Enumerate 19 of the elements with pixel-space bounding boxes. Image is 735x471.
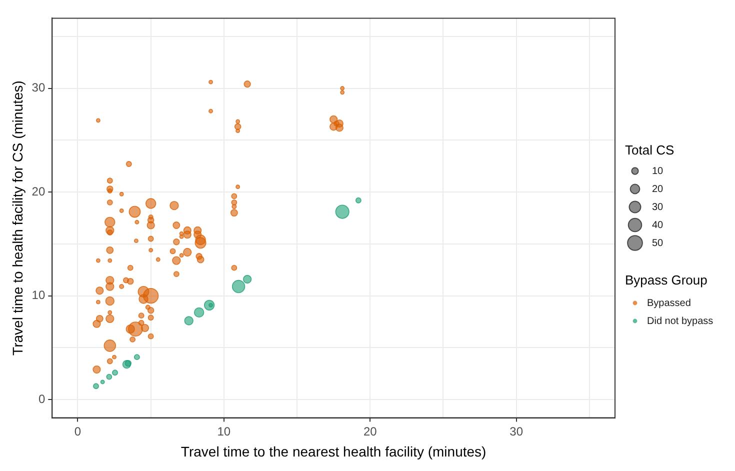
y-tick-label: 0 [38,392,46,406]
y-axis-title: Travel time to health facility for CS (minutes) [9,80,26,356]
x-tick-label: 0 [74,424,82,438]
x-axis-title: Travel time to the nearest health facility (minutes) [180,443,486,460]
legend-label: 50 [652,238,664,249]
legend-label: Bypassed [647,298,691,309]
x-tick-label: 10 [217,424,231,438]
legend-title: Bypass Group [625,272,708,288]
legend-label: 10 [652,166,664,177]
x-tick-label: 20 [363,424,378,438]
y-tick-label: 30 [32,80,46,95]
legend-label: 30 [652,202,664,213]
y-tick-label: 20 [32,184,46,198]
legend-label: Did not bypass [647,316,714,327]
legend-label: 40 [652,220,664,231]
text: Total CS [625,142,674,158]
legend-label: 20 [652,184,664,195]
x-tick-label: 30 [510,424,524,438]
y-tick-label: 10 [32,288,46,302]
